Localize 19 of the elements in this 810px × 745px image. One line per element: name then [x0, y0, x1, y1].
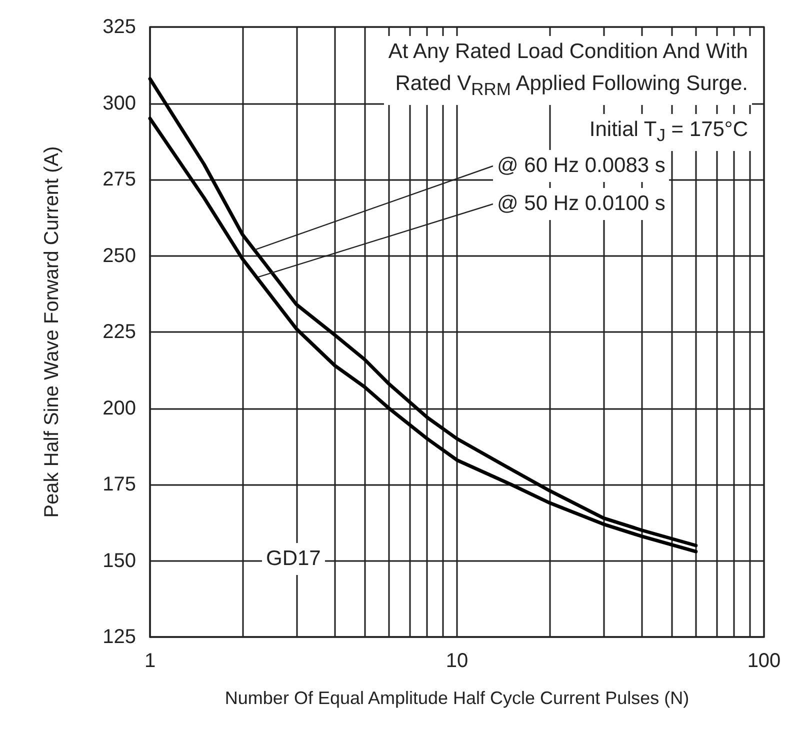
y-tick-label: 325: [102, 16, 136, 38]
y-tick-label: 275: [102, 168, 136, 190]
y-tick-label: 225: [102, 321, 136, 343]
x-tick-label: 10: [446, 650, 468, 672]
y-tick-label: 125: [102, 626, 136, 648]
x-tick-label: 1: [144, 650, 156, 672]
x-tick-label: 100: [747, 650, 781, 672]
y-axis-title: Peak Half Sine Wave Forward Current (A): [41, 146, 63, 518]
annotation: @ 60 Hz 0.0083 s: [493, 150, 670, 182]
y-tick-label: 300: [102, 92, 136, 114]
y-tick-label: 200: [102, 397, 136, 420]
y-tick-label: 150: [102, 550, 136, 572]
x-axis-title: Number Of Equal Amplitude Half Cycle Current Pulses (N): [224, 688, 690, 708]
annotation: Initial T$_{J}$ = 175°C: [585, 114, 752, 152]
annotation: At Any Rated Load Condition And With Rated V$_{RRM}$ Applied Following Surge.: [384, 36, 752, 106]
annotation: GD17: [262, 543, 325, 575]
y-tick-label: 250: [102, 244, 136, 267]
annotation: @ 50 Hz 0.0100 s: [493, 188, 670, 220]
y-tick-label: 175: [102, 474, 136, 496]
